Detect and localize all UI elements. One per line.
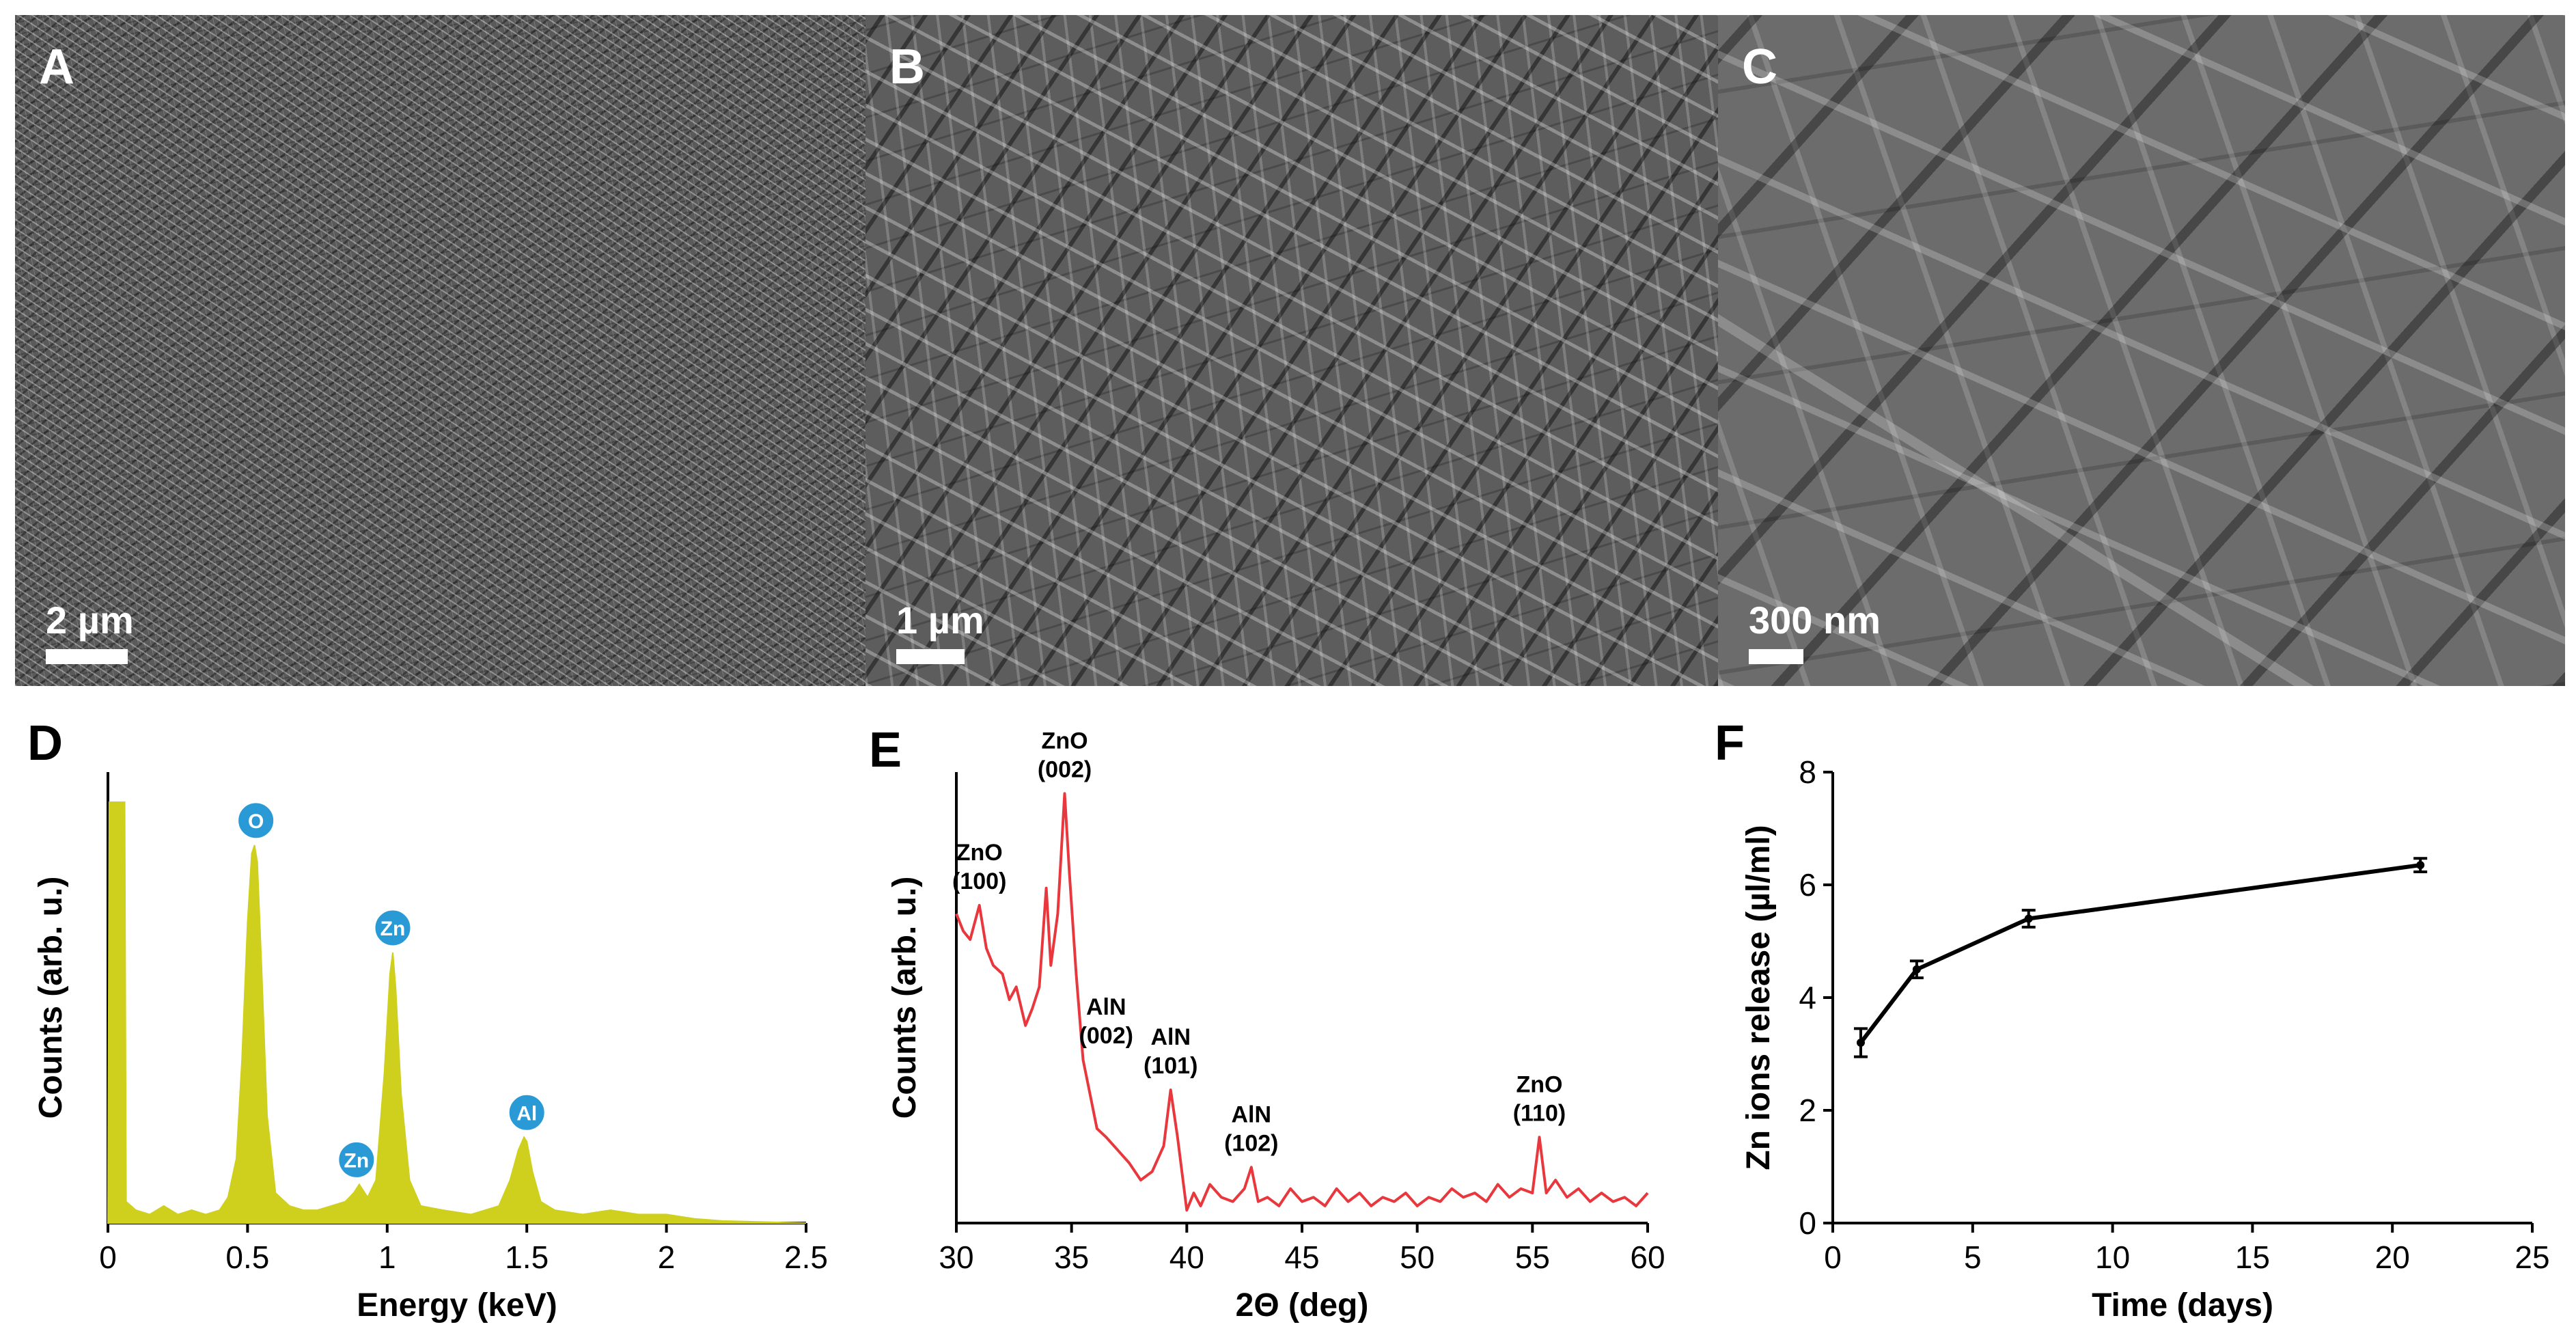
peak-label-2: AlN bbox=[1086, 994, 1126, 1020]
xrd-pattern-line bbox=[955, 792, 1649, 1212]
scale-bar-b: 1 µm bbox=[896, 601, 984, 664]
x-tick-label-f-3: 15 bbox=[2235, 1239, 2270, 1275]
element-badge-0 bbox=[236, 801, 276, 840]
x-tick-label-f-4: 20 bbox=[2375, 1239, 2410, 1275]
x-tick-label-d-5: 2.5 bbox=[784, 1239, 828, 1275]
x-tick-label-f-1: 5 bbox=[1964, 1239, 1982, 1275]
eds-spectrum-area bbox=[107, 801, 807, 1224]
scale-bar-c: 300 nm bbox=[1749, 601, 1881, 664]
peak-index-3: (101) bbox=[1144, 1053, 1197, 1079]
element-badge-label-0: O bbox=[248, 810, 264, 833]
sem-image-panel-c: C 300 nm bbox=[1718, 15, 2565, 686]
panel-label-f: F bbox=[1715, 716, 1745, 771]
y-tick-label-f-3: 6 bbox=[1799, 867, 1816, 903]
panel-label-b: B bbox=[889, 40, 925, 94]
peak-index-0: (100) bbox=[952, 868, 1006, 894]
scale-bar-label-a: 2 µm bbox=[46, 599, 134, 642]
x-axis-title-f: Time (days) bbox=[2092, 1287, 2273, 1324]
element-badge-1 bbox=[373, 908, 413, 948]
peak-label-0: ZnO bbox=[956, 840, 1003, 866]
panel-label-c: C bbox=[1742, 40, 1777, 94]
element-badge-2 bbox=[337, 1140, 376, 1179]
scale-bar-a: 2 µm bbox=[46, 601, 134, 664]
x-tick-label-d-2: 1 bbox=[378, 1239, 396, 1275]
scale-bar-label-b: 1 µm bbox=[896, 599, 984, 642]
peak-index-4: (102) bbox=[1224, 1130, 1278, 1156]
y-axis-title-d: Counts (arb. u.) bbox=[33, 877, 69, 1119]
x-axis-title-d: Energy (keV) bbox=[357, 1287, 557, 1324]
data-point-2 bbox=[2024, 914, 2033, 923]
element-badge-3 bbox=[507, 1093, 546, 1132]
x-tick-label-e-5: 55 bbox=[1515, 1239, 1550, 1275]
x-tick-label-d-1: 0.5 bbox=[225, 1239, 269, 1275]
x-axis-title-e: 2Θ (deg) bbox=[1236, 1287, 1369, 1324]
y-tick-label-f-1: 2 bbox=[1799, 1093, 1816, 1128]
x-tick-label-e-3: 45 bbox=[1284, 1239, 1319, 1275]
element-badge-label-1: Zn bbox=[380, 918, 406, 940]
x-tick-label-e-1: 35 bbox=[1054, 1239, 1089, 1275]
peak-label-4: AlN bbox=[1232, 1101, 1272, 1127]
y-axis-title-f: Zn ions release (µl/ml) bbox=[1741, 825, 1777, 1170]
data-point-3 bbox=[2416, 861, 2425, 870]
element-badge-label-3: Al bbox=[516, 1102, 537, 1125]
y-tick-label-f-4: 8 bbox=[1799, 754, 1816, 790]
scale-bar-line-b bbox=[896, 649, 965, 664]
x-tick-label-e-4: 50 bbox=[1400, 1239, 1435, 1275]
peak-label-5: ZnO bbox=[1516, 1071, 1562, 1097]
element-badge-label-2: Zn bbox=[344, 1149, 370, 1172]
x-tick-label-d-0: 0 bbox=[99, 1239, 117, 1275]
x-tick-label-f-0: 0 bbox=[1824, 1239, 1842, 1275]
peak-label-1: ZnO bbox=[1042, 728, 1088, 754]
peak-index-2: (002) bbox=[1079, 1023, 1133, 1049]
sem-image-panel-a: A 2 µm bbox=[15, 15, 865, 686]
x-tick-label-f-5: 25 bbox=[2515, 1239, 2549, 1275]
y-tick-label-f-2: 4 bbox=[1799, 980, 1816, 1015]
data-point-0 bbox=[1856, 1039, 1865, 1047]
x-tick-label-d-3: 1.5 bbox=[505, 1239, 549, 1275]
panel-label-d: D bbox=[27, 716, 63, 771]
x-tick-label-e-0: 30 bbox=[939, 1239, 973, 1275]
scale-bar-label-c: 300 nm bbox=[1749, 599, 1881, 642]
y-tick-label-f-0: 0 bbox=[1799, 1205, 1816, 1241]
data-point-1 bbox=[1912, 965, 1921, 974]
peak-index-5: (110) bbox=[1513, 1100, 1566, 1126]
scale-bar-line-c bbox=[1749, 649, 1803, 664]
x-tick-label-f-2: 10 bbox=[2095, 1239, 2130, 1275]
x-tick-label-e-6: 60 bbox=[1630, 1239, 1665, 1275]
sem-image-panel-b: B 1 µm bbox=[865, 15, 1718, 686]
release-curve bbox=[1859, 863, 2421, 1044]
scale-bar-line-a bbox=[46, 649, 128, 664]
panel-label-e: E bbox=[869, 723, 902, 778]
peak-label-3: AlN bbox=[1150, 1024, 1191, 1050]
panel-label-a: A bbox=[39, 40, 74, 94]
x-tick-label-d-4: 2 bbox=[658, 1239, 676, 1275]
peak-index-1: (002) bbox=[1038, 756, 1092, 782]
y-axis-title-e: Counts (arb. u.) bbox=[887, 877, 923, 1119]
x-tick-label-e-2: 40 bbox=[1169, 1239, 1204, 1275]
